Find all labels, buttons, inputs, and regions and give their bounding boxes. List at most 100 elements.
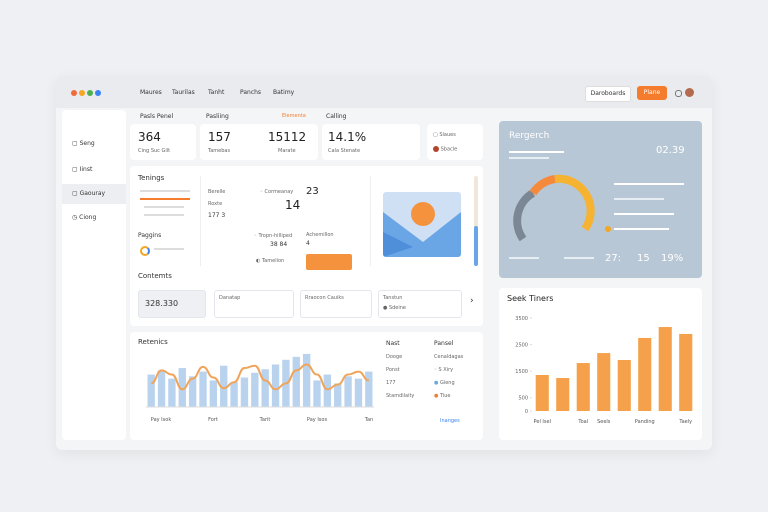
text: ● Sdeine xyxy=(383,305,407,311)
line xyxy=(509,257,539,259)
list-item: Stamdilaity xyxy=(386,393,415,399)
x-tick-label: Tarit xyxy=(259,417,271,423)
y-tick-label: 500 xyxy=(518,396,528,402)
nav-item[interactable]: Panchs xyxy=(240,89,262,96)
nav-item[interactable]: Taurilas xyxy=(172,89,195,96)
label: Tamelion xyxy=(261,258,285,264)
research-stat: 27: xyxy=(605,253,622,264)
line xyxy=(154,248,184,250)
research-value: 02.39 xyxy=(656,145,685,156)
nav-item[interactable]: Batimy xyxy=(273,89,295,96)
bar xyxy=(576,363,590,411)
list-item: 177 xyxy=(386,380,396,386)
sidebar: ▢ Seng ▢ Iinst ▢ Gaouray ◷ Ciong xyxy=(62,110,126,440)
scroll-thumb[interactable] xyxy=(474,226,478,266)
x-tick-label: Panding xyxy=(635,419,655,425)
label: Tiue xyxy=(439,393,451,399)
image-card xyxy=(383,192,461,257)
dot xyxy=(87,90,93,96)
image xyxy=(383,202,461,257)
research-stat: 15 xyxy=(637,253,650,264)
bar xyxy=(230,382,238,407)
bar xyxy=(147,374,155,407)
text: 14 xyxy=(285,198,301,212)
text: 4 xyxy=(306,240,310,247)
y-tick-label: 3500 xyxy=(515,316,528,322)
bar xyxy=(365,371,373,407)
bar xyxy=(334,383,342,407)
line xyxy=(614,183,684,185)
chart-title: Seek Tiners xyxy=(507,294,553,303)
dashboards-button[interactable]: Daroboards xyxy=(585,86,631,102)
panel-title: Rergerch xyxy=(509,131,550,141)
stat-label: Pasls Penel xyxy=(140,113,174,120)
text: ◦ Tropn-hilliped xyxy=(254,233,293,239)
content-card[interactable]: Tanstun ● Sdeine xyxy=(378,290,462,318)
plane-button[interactable]: Plane xyxy=(637,86,667,100)
sidebar-item[interactable]: ▢ Seng xyxy=(72,140,95,147)
x-tick-label: Taely xyxy=(678,419,692,425)
bar xyxy=(617,359,631,411)
label: Seng xyxy=(79,140,95,147)
next-arrow[interactable]: › xyxy=(470,296,474,306)
line xyxy=(144,214,184,216)
avatar[interactable] xyxy=(685,88,694,97)
stat-value: 15112 xyxy=(268,130,307,144)
stat-note: Cala Stenate xyxy=(328,148,361,154)
icon[interactable] xyxy=(675,90,682,97)
divider xyxy=(200,176,201,266)
label: Sdeine xyxy=(388,305,407,311)
orange-button[interactable] xyxy=(306,254,352,270)
x-tick-label: Toal xyxy=(577,419,588,425)
content-card[interactable]: Danatap xyxy=(214,290,294,318)
content-card[interactable]: 328.330 xyxy=(138,290,206,318)
stat-value: 14.1% xyxy=(328,130,367,144)
text: Achemillon xyxy=(306,232,334,238)
line xyxy=(509,151,564,153)
list-item: Dooge xyxy=(386,354,403,360)
stat-note: Tamebas xyxy=(208,148,231,154)
text: Roxte xyxy=(208,201,223,207)
text: 38 84 xyxy=(270,241,288,248)
label: Gaouray xyxy=(79,190,106,197)
y-tick-label: 0 xyxy=(525,409,528,415)
bar xyxy=(199,371,207,407)
link[interactable]: Inanges xyxy=(440,418,460,424)
content-card[interactable]: Rraocon Cauiks xyxy=(300,290,372,318)
list-item: Nast xyxy=(386,340,400,347)
stat-label: Calling xyxy=(326,113,347,120)
text: ◦ Cormeanay xyxy=(260,189,294,195)
sidebar-item-active[interactable]: ▢ Gaouray xyxy=(62,184,126,204)
label: Slaues xyxy=(439,132,456,138)
dot xyxy=(71,90,77,96)
sidebar-item[interactable]: ▢ Iinst xyxy=(72,166,93,173)
bar xyxy=(556,378,570,411)
nav-item[interactable]: Maures xyxy=(140,89,162,96)
text: Danatap xyxy=(219,295,241,301)
nav-item[interactable]: Tanht xyxy=(208,89,225,96)
line xyxy=(140,190,190,192)
label: S Xiry xyxy=(438,367,454,373)
line xyxy=(614,228,669,230)
stat-label: ▢ Slaues xyxy=(433,132,456,138)
list-item: ● Tiue xyxy=(434,393,451,399)
label: Ciong xyxy=(79,214,97,221)
stat-value: 157 xyxy=(208,130,231,144)
bar xyxy=(535,374,549,411)
y-tick-label: 1500 xyxy=(515,369,528,375)
bar xyxy=(658,327,672,411)
bar xyxy=(271,364,280,407)
research-stat: 19% xyxy=(661,253,684,264)
stat-tag: Elementa xyxy=(282,113,306,119)
x-tick-label: Seels xyxy=(597,419,611,425)
line xyxy=(140,198,190,200)
stat-card: ▢ Slaues Sbacle xyxy=(427,124,483,160)
scrollbar[interactable] xyxy=(474,176,478,266)
list-item: Pansel xyxy=(434,340,454,347)
sidebar-item[interactable]: ◷ Ciong xyxy=(72,214,97,221)
bar xyxy=(679,333,693,411)
window: Maures Taurilas Tanht Panchs Batimy Daro… xyxy=(56,76,712,450)
text: 23 xyxy=(306,186,319,197)
bar xyxy=(261,369,269,407)
stat-card: 364 Cing Suc Gilt xyxy=(130,124,196,160)
